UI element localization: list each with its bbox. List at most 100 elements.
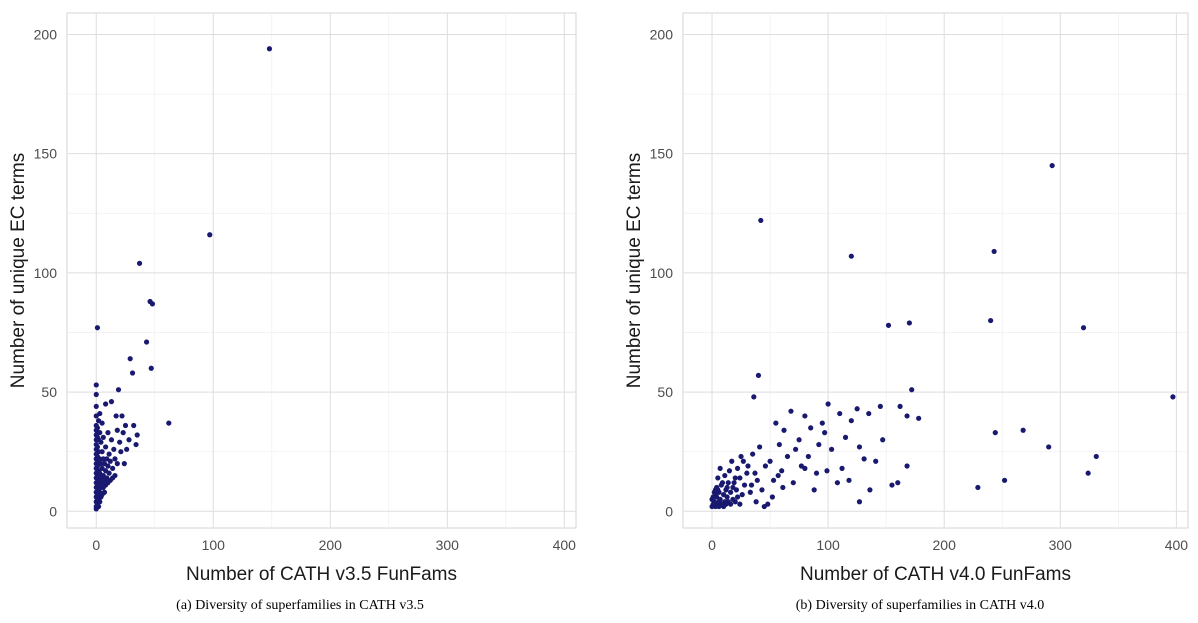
y-tick-label: 200 bbox=[34, 26, 58, 42]
data-point bbox=[767, 458, 773, 464]
data-point bbox=[839, 465, 845, 471]
chart-panel-a: 0 100 200 300 400 0 50 100 150 200 Number of CAT… bbox=[8, 12, 577, 613]
data-point bbox=[889, 482, 895, 488]
data-point bbox=[798, 463, 805, 469]
data-point bbox=[105, 430, 111, 436]
data-point bbox=[819, 420, 825, 426]
x-axis-title-a: Number of CATH v3.5 FunFams bbox=[186, 564, 457, 585]
data-point bbox=[1093, 453, 1099, 460]
data-point bbox=[988, 317, 994, 324]
data-point bbox=[126, 437, 132, 443]
x-tick-label: 400 bbox=[553, 537, 577, 553]
data-point bbox=[813, 470, 820, 476]
caption-b: (b) Diversity of superfamilies in CATH v… bbox=[796, 598, 1044, 613]
points-b bbox=[709, 162, 1176, 510]
data-point bbox=[136, 260, 143, 266]
grid-a bbox=[67, 13, 576, 528]
data-point bbox=[1020, 427, 1026, 433]
data-point bbox=[727, 501, 734, 507]
data-point bbox=[725, 480, 731, 486]
data-point bbox=[110, 465, 116, 471]
data-point bbox=[134, 432, 140, 438]
data-point bbox=[166, 420, 172, 426]
data-point bbox=[112, 456, 118, 462]
data-point bbox=[747, 489, 753, 495]
data-point bbox=[94, 425, 101, 431]
data-point bbox=[773, 420, 779, 426]
data-point bbox=[94, 444, 101, 450]
data-point bbox=[866, 410, 872, 417]
data-point bbox=[745, 463, 751, 469]
data-point bbox=[121, 461, 127, 467]
data-point bbox=[149, 301, 156, 307]
data-point bbox=[842, 434, 849, 440]
data-point bbox=[784, 453, 791, 460]
data-point bbox=[119, 413, 125, 419]
data-point bbox=[99, 420, 105, 426]
data-point bbox=[856, 499, 863, 505]
data-point bbox=[788, 408, 794, 414]
data-point bbox=[207, 232, 213, 238]
data-point bbox=[741, 482, 748, 488]
data-point bbox=[802, 413, 808, 419]
grid-b bbox=[683, 13, 1188, 528]
x-ticks-b: 0 100 200 300 400 bbox=[708, 537, 1188, 553]
caption-a: (a) Diversity of superfamilies in CATH v… bbox=[176, 598, 424, 613]
data-point bbox=[1001, 477, 1008, 483]
data-point bbox=[775, 472, 781, 479]
data-point bbox=[848, 253, 854, 259]
data-point bbox=[93, 391, 99, 398]
y-tick-label: 100 bbox=[650, 265, 674, 281]
data-point bbox=[873, 458, 879, 464]
data-point bbox=[734, 465, 741, 471]
data-point bbox=[856, 444, 863, 450]
data-point bbox=[758, 217, 764, 224]
data-point bbox=[734, 494, 741, 500]
data-point bbox=[1170, 394, 1176, 400]
data-point bbox=[112, 472, 118, 479]
data-point bbox=[739, 492, 745, 498]
plot-area-a bbox=[66, 12, 577, 529]
data-point bbox=[106, 451, 112, 457]
y-tick-label: 200 bbox=[650, 26, 674, 42]
data-point bbox=[738, 453, 744, 460]
data-point bbox=[266, 46, 273, 52]
data-point bbox=[877, 403, 883, 410]
data-point bbox=[717, 465, 723, 471]
data-point bbox=[753, 499, 759, 505]
data-point bbox=[133, 441, 139, 448]
data-point bbox=[991, 248, 997, 255]
data-point bbox=[97, 430, 103, 436]
data-point bbox=[751, 394, 757, 400]
data-point bbox=[118, 449, 124, 455]
data-point bbox=[834, 480, 841, 486]
data-point bbox=[992, 430, 998, 436]
y-tick-label: 100 bbox=[34, 265, 58, 281]
data-point bbox=[103, 401, 109, 407]
data-point bbox=[811, 487, 817, 493]
y-ticks-a: 0 50 100 150 200 bbox=[34, 26, 58, 519]
x-ticks-a: 0 100 200 300 400 bbox=[92, 537, 576, 553]
data-point bbox=[143, 339, 150, 345]
data-point bbox=[721, 492, 727, 498]
data-point bbox=[1085, 470, 1091, 476]
data-point bbox=[755, 372, 762, 379]
data-point bbox=[780, 484, 786, 491]
data-point bbox=[729, 458, 735, 464]
data-point bbox=[867, 487, 873, 493]
data-point bbox=[101, 489, 108, 495]
data-point bbox=[737, 501, 743, 507]
data-point bbox=[846, 477, 852, 483]
data-point bbox=[95, 503, 102, 510]
y-tick-label: 0 bbox=[49, 503, 57, 519]
data-point bbox=[732, 499, 738, 505]
data-point bbox=[1046, 444, 1052, 450]
data-point bbox=[724, 484, 730, 491]
points-a bbox=[93, 46, 273, 512]
data-point bbox=[127, 356, 133, 362]
y-tick-label: 0 bbox=[665, 503, 673, 519]
data-point bbox=[97, 499, 103, 505]
data-point bbox=[732, 475, 738, 481]
data-point bbox=[825, 401, 831, 407]
data-point bbox=[880, 437, 886, 443]
